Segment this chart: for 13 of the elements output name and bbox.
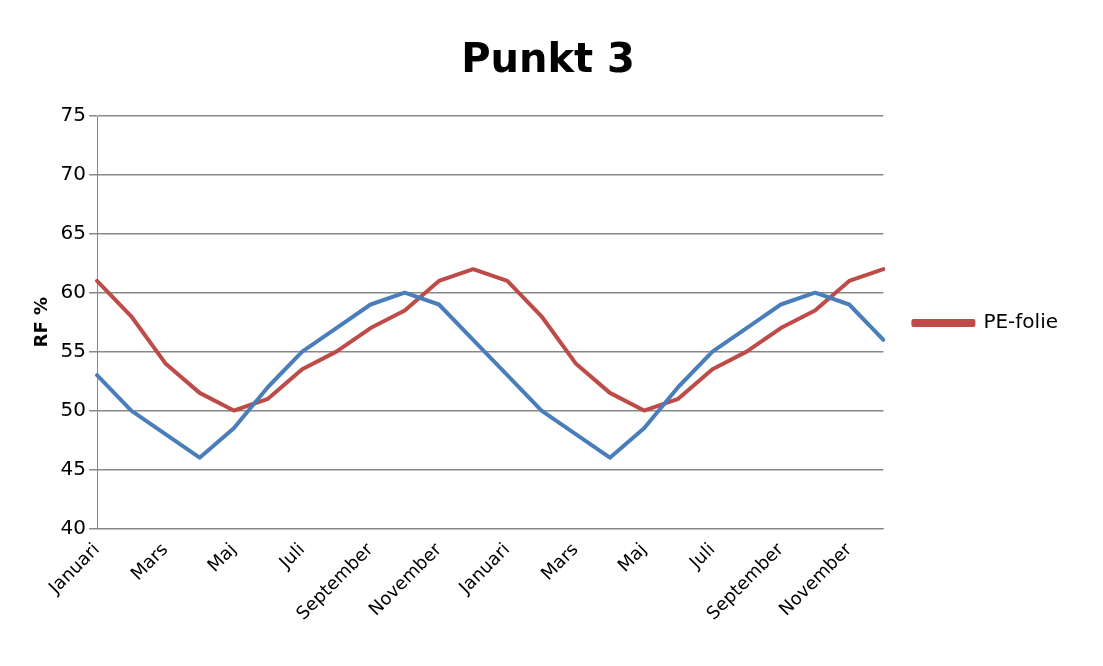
y-tick-label: 50 [60, 396, 87, 421]
y-tick-label: 45 [60, 455, 87, 480]
y-tick-label: 40 [60, 514, 87, 539]
y-tick-label: 70 [60, 161, 87, 186]
x-tick-label: Maj [613, 538, 651, 576]
legend-label: PE-folie [983, 309, 1058, 334]
x-tick-label: Maj [202, 538, 240, 576]
y-tick-label: 75 [60, 102, 87, 127]
y-axis-title: RF % [30, 296, 52, 348]
y-tick-label: 65 [60, 220, 87, 245]
chart-title: Punkt 3 [461, 35, 635, 82]
y-tick-label: 55 [60, 337, 87, 362]
y-tick-label: 60 [60, 278, 87, 303]
